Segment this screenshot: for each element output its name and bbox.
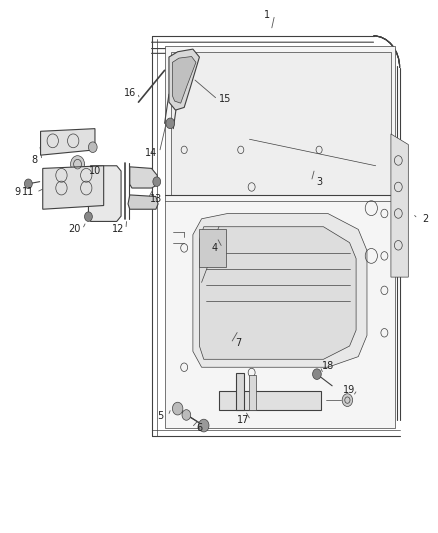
Text: 6: 6: [196, 423, 202, 433]
Circle shape: [85, 212, 92, 221]
Circle shape: [342, 394, 353, 407]
Circle shape: [313, 369, 321, 379]
Circle shape: [71, 156, 85, 173]
Circle shape: [166, 118, 175, 128]
Text: 11: 11: [22, 187, 35, 197]
Text: 13: 13: [150, 193, 162, 204]
Text: 12: 12: [112, 224, 124, 235]
Text: 8: 8: [31, 156, 37, 165]
Polygon shape: [41, 128, 95, 155]
Circle shape: [88, 142, 97, 152]
Polygon shape: [88, 166, 121, 221]
Polygon shape: [237, 373, 244, 410]
Polygon shape: [171, 52, 391, 195]
Circle shape: [198, 419, 209, 432]
Circle shape: [173, 402, 183, 415]
Polygon shape: [130, 167, 158, 188]
Polygon shape: [199, 229, 226, 266]
Text: 18: 18: [321, 361, 334, 371]
Polygon shape: [250, 375, 256, 410]
Polygon shape: [169, 49, 199, 110]
Text: 19: 19: [343, 384, 356, 394]
Text: 5: 5: [157, 411, 163, 421]
Polygon shape: [165, 46, 395, 428]
Polygon shape: [128, 195, 158, 209]
Polygon shape: [43, 166, 104, 209]
Circle shape: [153, 177, 161, 187]
Text: 7: 7: [236, 338, 242, 349]
Text: 2: 2: [423, 214, 429, 224]
Polygon shape: [391, 134, 408, 277]
Text: 10: 10: [89, 166, 101, 176]
Circle shape: [25, 179, 32, 189]
Text: 17: 17: [237, 415, 249, 425]
Polygon shape: [173, 56, 196, 103]
Text: 4: 4: [212, 243, 218, 253]
Polygon shape: [193, 214, 367, 367]
Polygon shape: [219, 391, 321, 410]
Polygon shape: [199, 227, 356, 359]
Text: 15: 15: [219, 94, 232, 104]
Circle shape: [182, 410, 191, 420]
Text: 9: 9: [15, 187, 21, 197]
Text: 14: 14: [145, 148, 158, 158]
Text: 3: 3: [316, 176, 322, 187]
Text: 20: 20: [68, 224, 81, 235]
Text: 16: 16: [124, 87, 136, 98]
Text: 1: 1: [264, 10, 270, 20]
